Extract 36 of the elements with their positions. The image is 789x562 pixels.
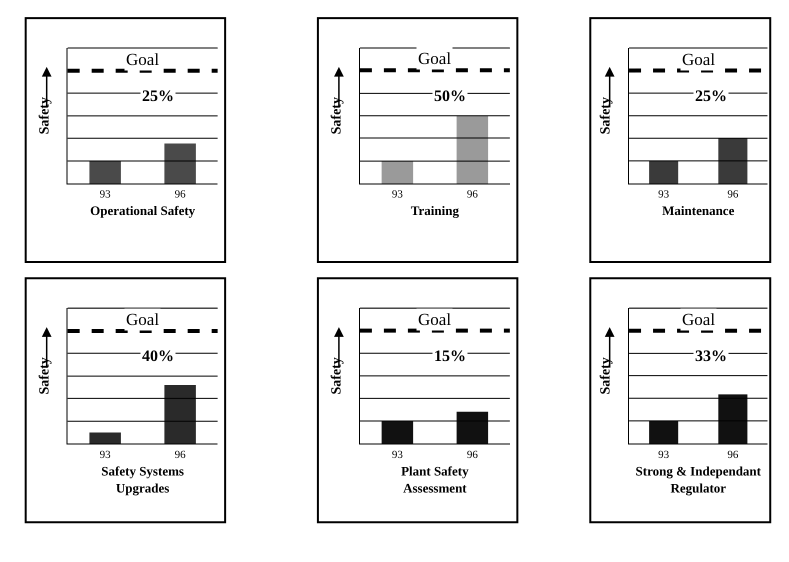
y-axis-title: Safety <box>329 357 344 395</box>
ref-line-label: Goal <box>418 310 452 329</box>
y-axis-title: Safety <box>37 97 52 134</box>
x-axis-title: Maintenance <box>662 203 735 218</box>
x-tick-label: 93 <box>100 448 112 461</box>
y-axis-title: Safety <box>329 97 344 134</box>
ref-line-label: Goal <box>682 310 716 329</box>
x-tick-label: 93 <box>392 448 404 461</box>
text: 40% <box>142 348 174 365</box>
x-axis-title: Strong & Independant Regulator <box>636 463 762 496</box>
x-axis-title: Training <box>410 203 460 218</box>
x-axis-title: Plant Safety Assessment <box>401 463 470 496</box>
y-axis-title: Safety <box>598 97 614 134</box>
x-tick-label: 96 <box>466 448 478 461</box>
x-axis-title: Safety Systems Upgrades <box>101 463 184 496</box>
x-tick-label: 93 <box>658 188 670 201</box>
text: 25% <box>695 88 727 105</box>
x-tick-label: 96 <box>174 188 186 201</box>
x-tick-label: 96 <box>727 448 739 461</box>
text: 25% <box>142 88 174 105</box>
x-axis-title: Operational Safety <box>90 203 196 218</box>
text: 50% <box>434 88 466 105</box>
text: 15% <box>434 348 466 365</box>
x-tick-label: 93 <box>392 188 404 201</box>
text: 33% <box>695 348 727 365</box>
ref-line-label: Goal <box>418 49 452 68</box>
ref-line-label: Goal <box>126 50 160 69</box>
x-tick-label: 96 <box>466 188 478 201</box>
ref-line-label: Goal <box>682 50 716 69</box>
y-axis-title: Safety <box>37 357 52 395</box>
x-tick-label: 96 <box>727 188 739 201</box>
x-tick-label: 96 <box>174 448 186 461</box>
x-tick-label: 93 <box>100 188 112 201</box>
y-axis-title: Safety <box>598 357 614 395</box>
ref-line-label: Goal <box>126 310 160 329</box>
x-tick-label: 93 <box>658 448 670 461</box>
